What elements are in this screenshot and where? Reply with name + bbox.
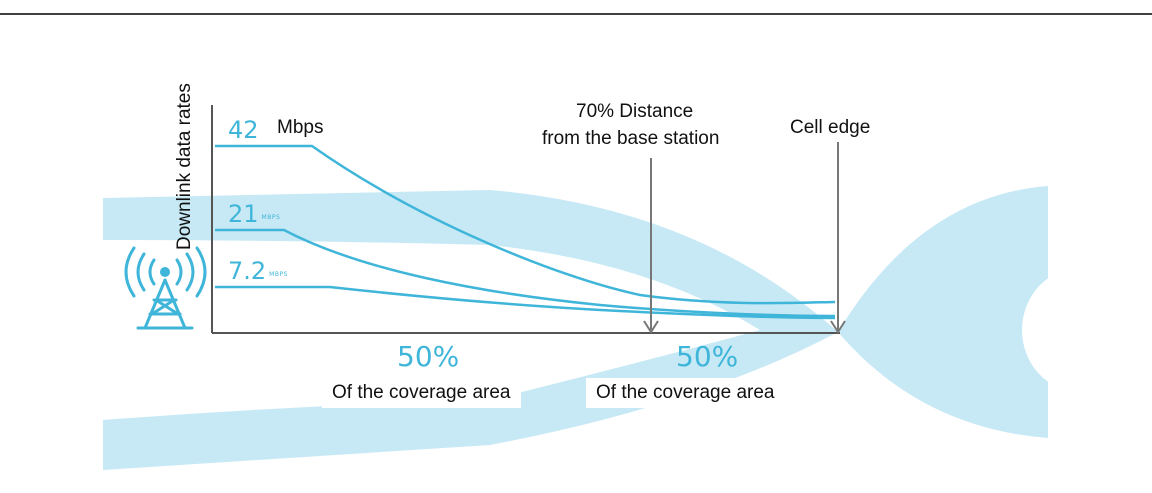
rate-label-7-2: 7.2 MBPS xyxy=(228,257,288,285)
rate-value: 21 xyxy=(228,200,259,228)
distance-70-label-line2: from the base station xyxy=(542,128,720,149)
distance-70-arrowhead xyxy=(643,320,659,334)
rate-unit: MBPS xyxy=(269,271,288,278)
coverage-right-mask xyxy=(1048,150,1152,480)
coverage-percent-right: 50% xyxy=(676,340,739,373)
coverage-band-right xyxy=(838,186,1048,438)
antenna-tower-icon xyxy=(124,246,207,330)
coverage-band-left xyxy=(103,190,838,470)
unit-label: Mbps xyxy=(277,117,324,138)
cell-edge-label: Cell edge xyxy=(790,117,871,138)
coverage-label-left: Of the coverage area xyxy=(322,378,521,408)
coverage-percent-left: 50% xyxy=(397,340,460,373)
y-axis-label: Downlink data rates xyxy=(174,83,195,250)
rate-unit: MBPS xyxy=(261,214,281,221)
cell-edge-arrowhead xyxy=(830,320,846,334)
distance-70-label-line1: 70% Distance xyxy=(576,101,694,122)
curve-21-mbps xyxy=(215,228,836,318)
rate-label-21: 21 MBPS xyxy=(228,200,280,228)
rate-value: 7.2 xyxy=(228,257,267,285)
curve-42-mbps xyxy=(215,144,836,305)
rate-label-42: 42 xyxy=(228,116,259,144)
curve-7-2-mbps xyxy=(215,285,836,320)
rate-value: 42 xyxy=(228,116,259,144)
coverage-label-right: Of the coverage area xyxy=(586,378,785,408)
